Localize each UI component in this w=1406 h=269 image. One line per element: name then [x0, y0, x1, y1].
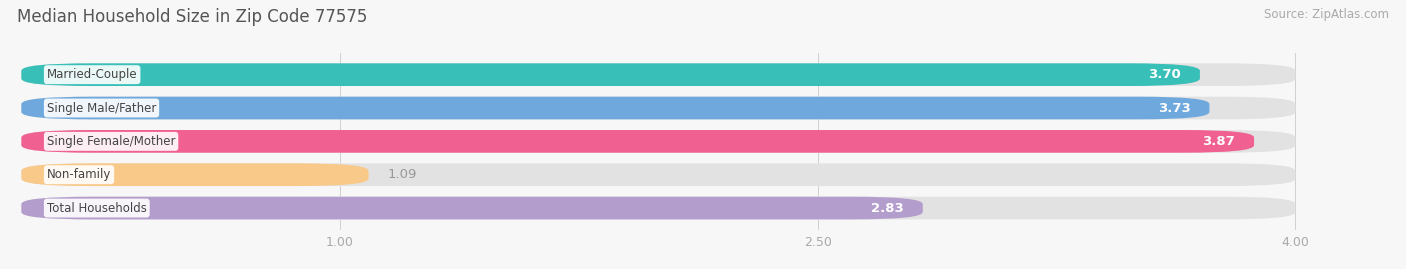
- Text: 3.73: 3.73: [1157, 101, 1191, 115]
- Text: Single Female/Mother: Single Female/Mother: [46, 135, 176, 148]
- Text: Source: ZipAtlas.com: Source: ZipAtlas.com: [1264, 8, 1389, 21]
- FancyBboxPatch shape: [21, 63, 1295, 86]
- FancyBboxPatch shape: [21, 163, 1295, 186]
- Text: Single Male/Father: Single Male/Father: [46, 101, 156, 115]
- Text: Non-family: Non-family: [46, 168, 111, 181]
- FancyBboxPatch shape: [21, 163, 368, 186]
- Text: Total Households: Total Households: [46, 201, 146, 215]
- Text: Married-Couple: Married-Couple: [46, 68, 138, 81]
- Text: 3.70: 3.70: [1149, 68, 1181, 81]
- Text: 3.87: 3.87: [1202, 135, 1234, 148]
- FancyBboxPatch shape: [21, 130, 1254, 153]
- FancyBboxPatch shape: [21, 197, 1295, 220]
- FancyBboxPatch shape: [21, 197, 922, 220]
- FancyBboxPatch shape: [21, 130, 1295, 153]
- FancyBboxPatch shape: [21, 63, 1199, 86]
- Text: 1.09: 1.09: [388, 168, 418, 181]
- FancyBboxPatch shape: [21, 97, 1295, 119]
- Text: Median Household Size in Zip Code 77575: Median Household Size in Zip Code 77575: [17, 8, 367, 26]
- FancyBboxPatch shape: [21, 97, 1209, 119]
- Text: 2.83: 2.83: [870, 201, 904, 215]
